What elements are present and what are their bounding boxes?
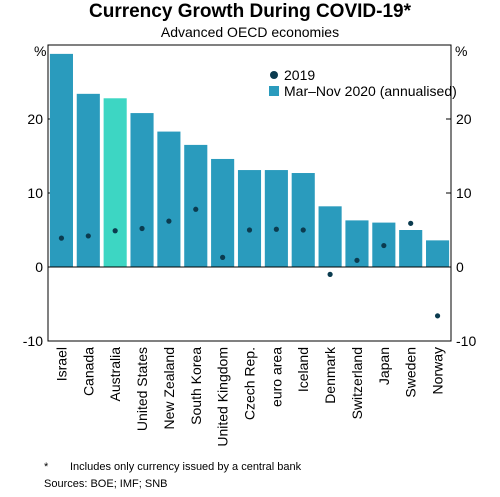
bar-australia bbox=[103, 98, 127, 267]
dot-euro-area bbox=[273, 226, 279, 232]
x-tick-label: Sweden bbox=[403, 347, 419, 398]
bar-norway bbox=[426, 240, 450, 267]
x-tick-label: New Zealand bbox=[161, 347, 177, 430]
bar-united-states bbox=[130, 113, 154, 267]
y-tick-label-right: 20 bbox=[456, 111, 472, 127]
footnote-text: Includes only currency issued by a centr… bbox=[70, 461, 302, 473]
x-tick-label: Australia bbox=[107, 347, 123, 402]
bar-canada bbox=[76, 93, 100, 267]
x-tick-label: euro area bbox=[268, 347, 284, 407]
bar-new-zealand bbox=[157, 131, 181, 267]
dot-new-zealand bbox=[166, 218, 172, 224]
x-tick-label: Iceland bbox=[295, 347, 311, 392]
x-tick-label: Norway bbox=[430, 347, 446, 394]
x-tick-label: Czech Rep. bbox=[242, 347, 258, 420]
bar-euro-area bbox=[264, 170, 288, 267]
dot-israel bbox=[58, 235, 65, 241]
dot-canada bbox=[85, 233, 91, 239]
x-tick-label: Israel bbox=[53, 347, 69, 381]
dot-norway bbox=[434, 313, 441, 319]
bar-israel bbox=[49, 53, 73, 267]
bar-czech-rep- bbox=[237, 170, 262, 267]
dot-czech-rep- bbox=[246, 227, 253, 233]
x-tick-label: Denmark bbox=[322, 346, 338, 404]
legend-dot-marker bbox=[270, 71, 278, 79]
footnote: * Includes only currency issued by a cent… bbox=[44, 461, 301, 473]
bar-denmark bbox=[318, 206, 342, 267]
dot-south-korea bbox=[193, 206, 199, 212]
dot-iceland bbox=[300, 227, 306, 233]
sources-note: Sources: BOE; IMF; SNB bbox=[44, 478, 168, 490]
bar-switzerland bbox=[345, 220, 369, 267]
dot-switzerland bbox=[354, 257, 360, 263]
bar-united-kingdom bbox=[211, 158, 235, 267]
chart-title: Currency Growth During COVID-19* bbox=[89, 1, 411, 22]
chart-subtitle: Advanced OECD economies bbox=[160, 24, 340, 40]
x-tick-label: Japan bbox=[376, 347, 392, 385]
y-tick-label-left: 10 bbox=[27, 185, 43, 201]
left-axis-unit: % bbox=[34, 43, 47, 59]
legend-bar-label: Mar–Nov 2020 (annualised) bbox=[284, 83, 457, 99]
bar-iceland bbox=[291, 173, 315, 267]
y-tick-label-right: 10 bbox=[456, 185, 472, 201]
y-tick-label-right: -10 bbox=[456, 333, 476, 349]
dot-japan bbox=[381, 242, 387, 249]
bar-sweden bbox=[399, 230, 423, 267]
y-tick-label-left: 0 bbox=[35, 259, 43, 275]
y-tick-label-left: -10 bbox=[23, 333, 43, 349]
legend-dot-label: 2019 bbox=[284, 67, 315, 83]
dot-sweden bbox=[408, 220, 414, 226]
bar-south-korea bbox=[184, 144, 208, 267]
dot-denmark bbox=[327, 271, 333, 277]
y-tick-label-left: 20 bbox=[27, 111, 43, 127]
x-tick-label: South Korea bbox=[188, 347, 204, 425]
legend-bar-swatch bbox=[269, 86, 279, 96]
dot-united-states bbox=[139, 225, 145, 232]
x-tick-label: Canada bbox=[80, 347, 96, 396]
dot-united-kingdom bbox=[220, 254, 226, 260]
right-axis-unit: % bbox=[455, 43, 468, 59]
y-tick-label-right: 0 bbox=[456, 259, 464, 275]
footnote-marker: * bbox=[44, 461, 49, 473]
x-tick-label: United States bbox=[134, 347, 150, 431]
x-tick-label: United Kingdom bbox=[215, 347, 231, 447]
dot-australia bbox=[112, 228, 118, 234]
x-tick-label: Switzerland bbox=[349, 347, 365, 419]
